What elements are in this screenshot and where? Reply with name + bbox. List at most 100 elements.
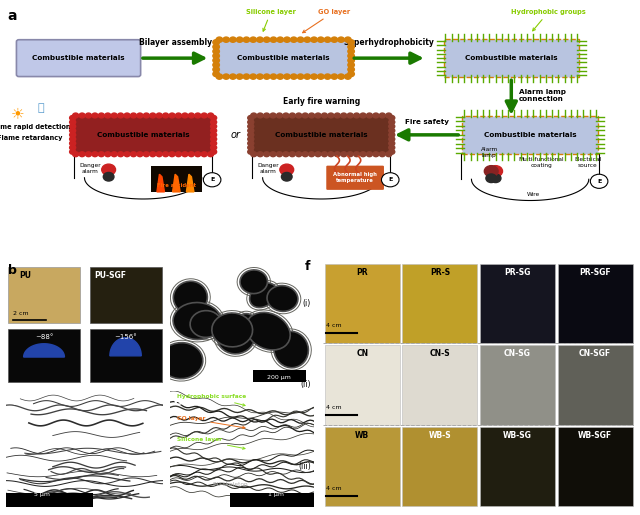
Circle shape <box>289 152 295 157</box>
Text: Hydrophobic surface: Hydrophobic surface <box>177 394 246 406</box>
Ellipse shape <box>190 311 221 337</box>
Circle shape <box>137 152 143 157</box>
Ellipse shape <box>173 281 207 314</box>
Circle shape <box>348 40 355 45</box>
Circle shape <box>248 124 254 129</box>
Text: Combustible materials: Combustible materials <box>32 55 125 61</box>
Circle shape <box>195 152 201 157</box>
Circle shape <box>70 149 76 154</box>
Circle shape <box>72 152 79 157</box>
Text: Danger
alarm: Danger alarm <box>257 163 279 174</box>
Circle shape <box>328 152 334 157</box>
FancyBboxPatch shape <box>324 346 400 424</box>
Text: CN-SG: CN-SG <box>504 349 531 358</box>
Circle shape <box>380 152 385 157</box>
Ellipse shape <box>160 342 203 379</box>
Circle shape <box>105 152 111 157</box>
Circle shape <box>248 141 254 146</box>
Circle shape <box>311 37 317 42</box>
Ellipse shape <box>240 270 268 294</box>
Circle shape <box>156 113 162 118</box>
Circle shape <box>324 37 331 42</box>
Text: Superhydrophobicity: Superhydrophobicity <box>344 38 435 47</box>
Circle shape <box>188 113 195 118</box>
Circle shape <box>175 113 182 118</box>
Text: 4 cm: 4 cm <box>326 405 342 410</box>
Text: PR: PR <box>356 268 368 277</box>
Text: PR-S: PR-S <box>430 268 450 277</box>
FancyBboxPatch shape <box>75 116 211 153</box>
Text: CN-SGF: CN-SGF <box>579 349 611 358</box>
Circle shape <box>211 119 216 125</box>
Polygon shape <box>24 344 65 357</box>
FancyBboxPatch shape <box>230 493 314 507</box>
Circle shape <box>70 136 76 142</box>
Circle shape <box>236 74 243 79</box>
Circle shape <box>348 67 355 72</box>
Circle shape <box>248 145 254 150</box>
Circle shape <box>331 74 337 79</box>
Circle shape <box>211 128 216 133</box>
Circle shape <box>490 174 501 182</box>
Text: E: E <box>597 179 601 184</box>
Circle shape <box>248 119 254 125</box>
Circle shape <box>484 166 498 177</box>
Circle shape <box>213 53 220 59</box>
Circle shape <box>243 74 250 79</box>
Circle shape <box>386 113 392 118</box>
Circle shape <box>270 113 276 118</box>
Circle shape <box>388 128 395 133</box>
Circle shape <box>291 37 297 42</box>
Circle shape <box>213 58 220 63</box>
Circle shape <box>124 113 130 118</box>
Circle shape <box>211 124 216 129</box>
Text: a: a <box>8 9 17 23</box>
Circle shape <box>211 141 216 146</box>
Circle shape <box>195 113 201 118</box>
Circle shape <box>334 113 340 118</box>
Circle shape <box>321 152 328 157</box>
Text: WB-SG: WB-SG <box>503 431 532 440</box>
Circle shape <box>213 44 220 49</box>
Text: Combustible materials: Combustible materials <box>484 132 577 138</box>
Text: ~88°: ~88° <box>35 334 53 340</box>
Circle shape <box>223 74 229 79</box>
Circle shape <box>163 152 168 157</box>
Circle shape <box>486 174 497 182</box>
Circle shape <box>304 37 310 42</box>
FancyBboxPatch shape <box>90 329 162 383</box>
Text: 🌧: 🌧 <box>38 103 44 113</box>
Circle shape <box>86 152 92 157</box>
Circle shape <box>311 74 317 79</box>
Text: PU skeleton: PU skeleton <box>212 482 248 487</box>
Circle shape <box>248 115 254 121</box>
Text: Hydrophobic groups: Hydrophobic groups <box>511 9 586 31</box>
Circle shape <box>315 152 321 157</box>
Circle shape <box>388 136 395 142</box>
Polygon shape <box>110 338 141 356</box>
Text: Multi-functional
coating: Multi-functional coating <box>518 157 564 168</box>
Circle shape <box>211 132 216 138</box>
Text: Wire: Wire <box>527 192 540 197</box>
Circle shape <box>353 152 360 157</box>
Circle shape <box>291 74 297 79</box>
Circle shape <box>388 149 395 154</box>
Ellipse shape <box>246 313 290 350</box>
Circle shape <box>213 49 220 54</box>
Text: Combustible materials: Combustible materials <box>237 55 330 61</box>
Circle shape <box>590 174 608 188</box>
Text: 200 μm: 200 μm <box>267 374 291 380</box>
Circle shape <box>277 74 284 79</box>
Text: PU: PU <box>19 271 31 280</box>
Circle shape <box>188 152 195 157</box>
Text: (iii): (iii) <box>298 462 311 471</box>
Text: Electrical
source: Electrical source <box>574 157 602 168</box>
Circle shape <box>248 128 254 133</box>
Text: 1 μm: 1 μm <box>268 492 284 497</box>
Circle shape <box>150 152 156 157</box>
Circle shape <box>388 145 395 150</box>
Circle shape <box>321 113 328 118</box>
Circle shape <box>328 113 334 118</box>
FancyBboxPatch shape <box>253 370 307 383</box>
FancyBboxPatch shape <box>403 264 477 343</box>
